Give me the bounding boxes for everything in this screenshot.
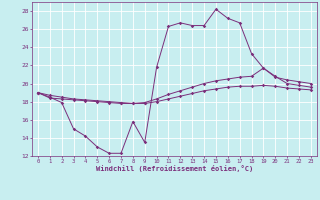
X-axis label: Windchill (Refroidissement éolien,°C): Windchill (Refroidissement éolien,°C) [96, 165, 253, 172]
